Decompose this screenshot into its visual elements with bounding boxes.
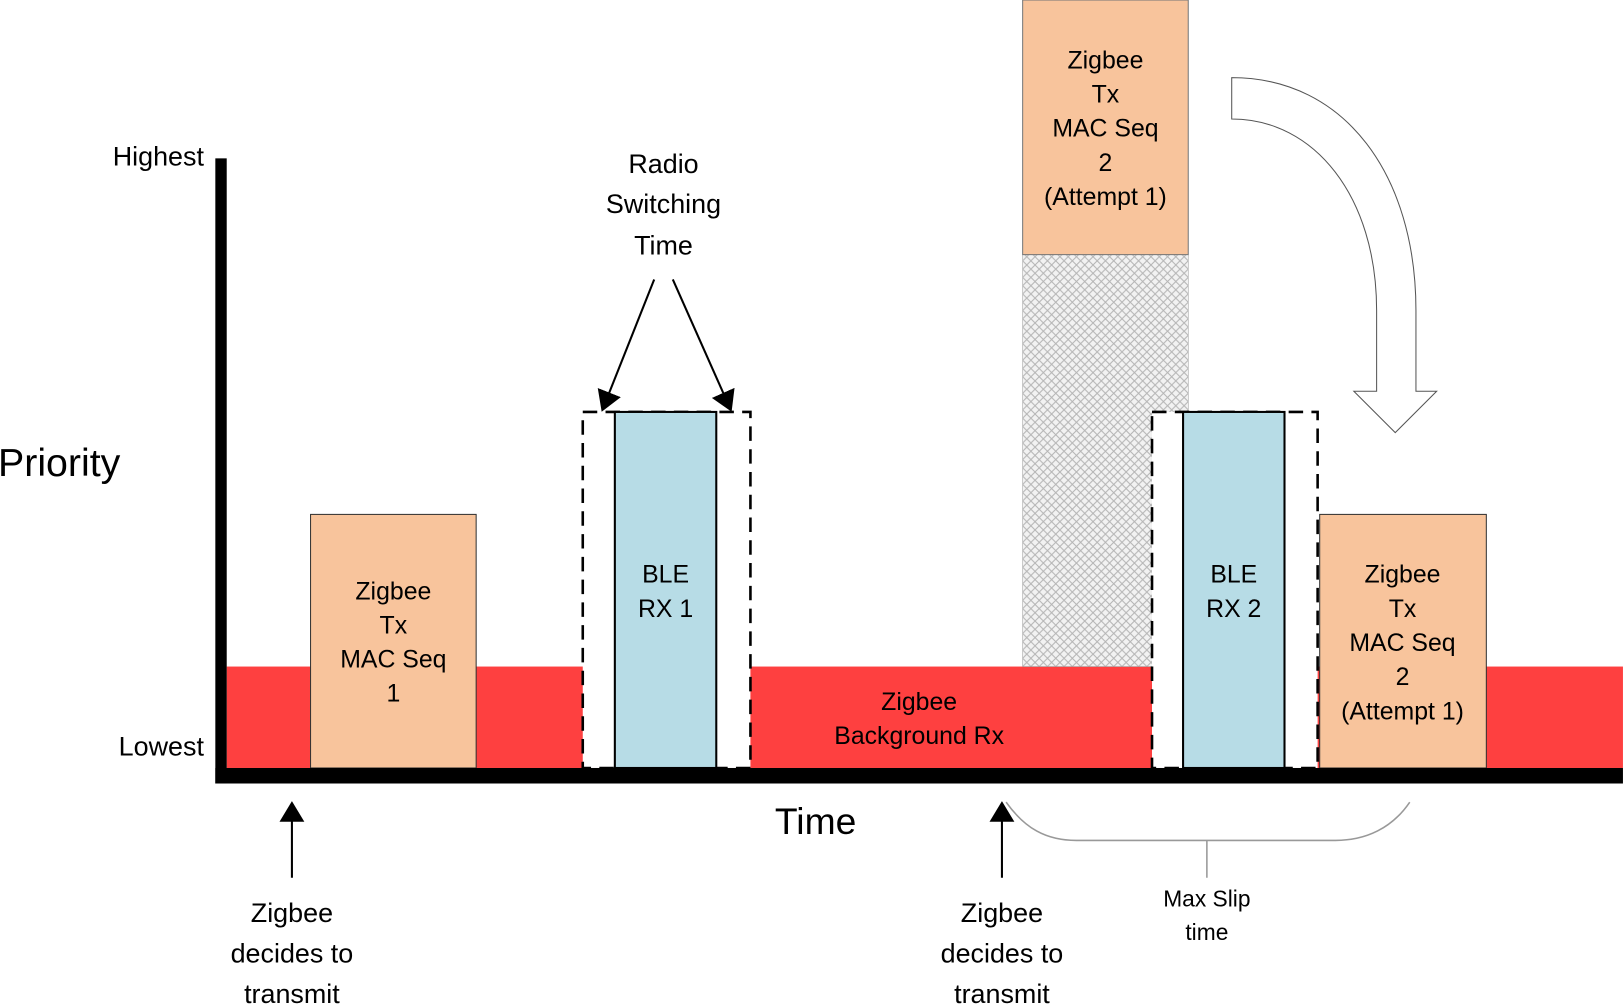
switching-arrow-right-icon — [671, 279, 735, 412]
text: decides to — [941, 939, 1064, 969]
text: BLE — [642, 562, 689, 589]
text: Time — [634, 231, 693, 261]
zigbee-tx1-label: Zigbee Tx MAC Seq 1 — [340, 578, 446, 707]
x-axis-label: Time — [775, 800, 856, 842]
zigbee-tx2-slipped-block — [1319, 513, 1487, 769]
text: (Attempt 1) — [1341, 698, 1464, 725]
text: Switching — [606, 189, 721, 219]
text: Zigbee — [881, 689, 957, 716]
text: BLE — [1210, 562, 1257, 589]
max-slip-label: Max Slip time — [1163, 886, 1250, 945]
decides-label-1: Zigbee decides to transmit — [231, 898, 354, 1005]
text: time — [1185, 919, 1228, 945]
text: Radio — [628, 149, 698, 179]
ble-rx1-block — [613, 410, 718, 770]
text: Background Rx — [834, 723, 1004, 750]
text: transmit — [954, 979, 1050, 1005]
y-axis-bottom-label: Lowest — [119, 732, 205, 762]
radio-switching-label: Radio Switching Time — [606, 149, 721, 261]
text: 2 — [1396, 664, 1410, 691]
text: (Attempt 1) — [1044, 184, 1167, 211]
zigbee-tx2-slipped-label: Zigbee Tx MAC Seq 2 (Attempt 1) — [1341, 562, 1464, 726]
text: Zigbee — [355, 578, 431, 605]
ble-rx1-label: BLE RX 1 — [638, 562, 693, 623]
decides-label-2: Zigbee decides to transmit — [941, 898, 1064, 1005]
text: MAC Seq — [340, 647, 446, 674]
text: Tx — [1092, 81, 1120, 108]
zigbee-tx2-original-label: Zigbee Tx MAC Seq 2 (Attempt 1) — [1044, 47, 1167, 211]
background-rx-label: Zigbee Background Rx — [834, 689, 1004, 750]
ble-rx2-label: BLE RX 2 — [1206, 562, 1261, 623]
text: Zigbee — [961, 898, 1043, 928]
text: Zigbee — [1067, 47, 1143, 74]
text: 2 — [1099, 150, 1113, 177]
zigbee-tx1-block — [310, 513, 477, 769]
y-axis-top-label: Highest — [113, 142, 205, 172]
y-axis-label: Priority — [0, 441, 121, 485]
ble-rx2-block — [1182, 410, 1286, 770]
curved-slip-arrow-icon — [1231, 77, 1438, 434]
text: 1 — [386, 681, 400, 708]
text: transmit — [244, 979, 340, 1005]
x-axis — [215, 767, 1623, 784]
text: Zigbee — [1365, 562, 1441, 589]
text: Zigbee — [251, 898, 333, 928]
text: RX 2 — [1206, 596, 1261, 623]
max-slip-bracket — [1005, 801, 1411, 878]
text: MAC Seq — [1349, 630, 1455, 657]
text: RX 1 — [638, 596, 693, 623]
zigbee-tx2-original-block — [1022, 0, 1189, 256]
text: Tx — [380, 612, 408, 639]
text: MAC Seq — [1052, 116, 1158, 143]
y-axis — [215, 158, 227, 784]
switching-arrow-left-icon — [597, 279, 656, 412]
text: decides to — [231, 939, 354, 969]
text: Tx — [1389, 596, 1417, 623]
text: Max Slip — [1163, 886, 1250, 912]
